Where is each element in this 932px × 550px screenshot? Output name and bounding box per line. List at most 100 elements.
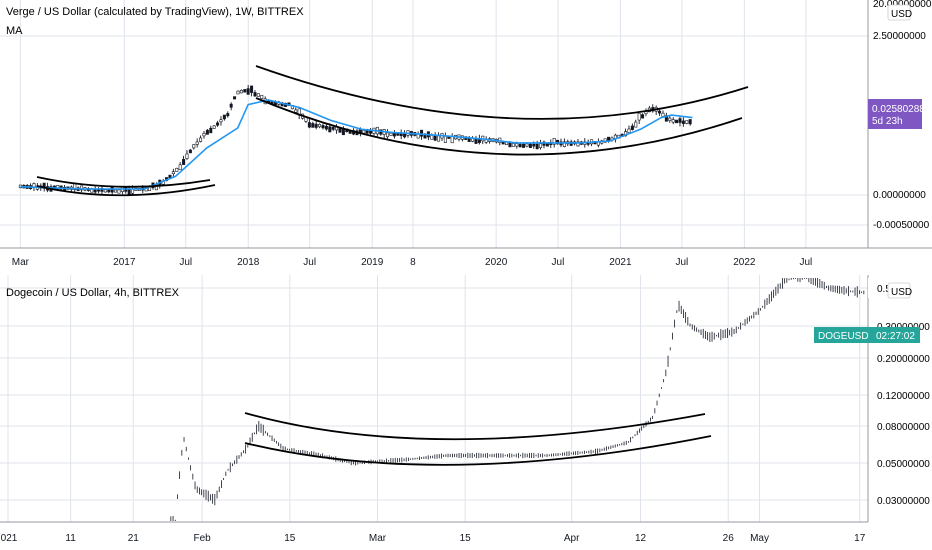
doge-x-tick-label: 15 bbox=[460, 533, 472, 544]
xvg-candle-body bbox=[552, 138, 556, 145]
doge-y-tick-label: 0.05000000 bbox=[877, 459, 930, 470]
xvg-y-tick-label: -0.00050000 bbox=[873, 220, 930, 231]
xvg-candle-body bbox=[508, 142, 512, 148]
xvg-candle-body bbox=[256, 93, 260, 97]
xvg-candle-body bbox=[331, 127, 335, 130]
xvg-candle-body bbox=[685, 120, 689, 124]
xvg-candle-body bbox=[433, 135, 437, 141]
doge-x-tick-label: May bbox=[750, 533, 769, 544]
doge-x-tick-label: Apr bbox=[564, 533, 580, 544]
xvg-x-tick-label: 2017 bbox=[113, 257, 136, 268]
xvg-candle-body bbox=[171, 171, 175, 174]
xvg-candle-body bbox=[576, 141, 580, 147]
xvg-candle-body bbox=[681, 120, 685, 124]
xvg-candle-body bbox=[127, 188, 131, 195]
xvg-candle-body bbox=[117, 189, 121, 194]
doge-currency-tag[interactable] bbox=[887, 282, 911, 299]
xvg-candle-body bbox=[324, 125, 328, 130]
xvg-candle-body bbox=[307, 122, 311, 128]
xvg-y-tick-label: 0.00000000 bbox=[873, 190, 926, 201]
doge-last-price-label bbox=[814, 327, 920, 343]
xvg-last-price: 0.02580288 bbox=[872, 104, 925, 115]
doge-time-axis[interactable]: 021 11 21 Feb 15 Mar 15 Apr 12 26 May 17 bbox=[0, 521, 868, 544]
xvg-candle-body bbox=[338, 128, 342, 133]
xvg-candle-body bbox=[511, 143, 515, 147]
xvg-candle-body bbox=[661, 112, 665, 117]
xvg-candle-body bbox=[634, 121, 638, 128]
xvg-candle-body bbox=[114, 189, 118, 193]
xvg-price-axis[interactable]: 20.00000000 USD 2.50000000 0.00000000 -0… bbox=[867, 0, 932, 248]
xvg-candle-body bbox=[209, 127, 213, 134]
xvg-x-tick-label: 2019 bbox=[361, 257, 384, 268]
xvg-candle-body bbox=[518, 143, 522, 148]
xvg-candle-body bbox=[188, 149, 192, 154]
xvg-candle-body bbox=[294, 109, 298, 113]
xvg-candle-body bbox=[311, 123, 315, 128]
xvg-candle-body bbox=[392, 133, 396, 137]
doge-bar-countdown: 02:27:02 bbox=[876, 331, 915, 342]
doge-y-tick-label: 0.20000000 bbox=[877, 354, 930, 365]
xvg-candle-body bbox=[185, 153, 189, 159]
xvg-candle-body bbox=[556, 139, 560, 145]
doge-channel-upper bbox=[244, 412, 706, 441]
xvg-moving-average-line bbox=[20, 99, 693, 190]
xvg-candles bbox=[18, 84, 692, 196]
doge-y-tick-label: 0.12000000 bbox=[877, 391, 930, 402]
doge-chart-pane[interactable]: Dogecoin / US Dollar, 4h, BITTREX bbox=[0, 275, 868, 522]
xvg-candle-body bbox=[437, 135, 441, 142]
xvg-candle-body bbox=[525, 143, 529, 147]
xvg-candle-body bbox=[637, 113, 641, 121]
xvg-candle-body bbox=[212, 125, 216, 129]
xvg-candle-body bbox=[246, 88, 250, 95]
xvg-chart-pane[interactable]: Verge / US Dollar (calculated by Trading… bbox=[0, 0, 868, 248]
xvg-last-price-label bbox=[868, 99, 922, 129]
xvg-currency-tag[interactable] bbox=[887, 4, 911, 21]
xvg-candle-body bbox=[205, 129, 209, 135]
xvg-channel-upper bbox=[255, 65, 749, 120]
xvg-candle-body bbox=[195, 141, 199, 145]
xvg-candle-body bbox=[430, 135, 434, 140]
xvg-x-tick-label: 2020 bbox=[485, 257, 508, 268]
doge-x-tick-label: 12 bbox=[635, 533, 647, 544]
xvg-candle-body bbox=[542, 141, 546, 146]
xvg-y-tick-label: 2.50000000 bbox=[873, 31, 926, 42]
xvg-candle-body bbox=[229, 103, 233, 108]
xvg-candle-body bbox=[535, 143, 539, 150]
doge-y-tick-label: 0.08000000 bbox=[877, 422, 930, 433]
xvg-candle-body bbox=[532, 143, 536, 147]
doge-x-tick-label: 11 bbox=[65, 533, 76, 544]
doge-y-tick-label: 0.03000000 bbox=[877, 496, 930, 507]
xvg-candle-body bbox=[389, 132, 393, 136]
xvg-candle-body bbox=[253, 92, 257, 97]
xvg-candle-body bbox=[668, 117, 672, 121]
xvg-candle-body bbox=[386, 132, 390, 138]
xvg-candle-body bbox=[522, 143, 526, 148]
doge-x-tick-label: Feb bbox=[194, 533, 212, 544]
xvg-candle-body bbox=[678, 118, 682, 123]
xvg-candle-body bbox=[233, 96, 237, 100]
xvg-currency-tag-label: USD bbox=[891, 9, 912, 20]
xvg-x-tick-label: Jul bbox=[552, 257, 565, 268]
xvg-candle-body bbox=[658, 110, 662, 114]
xvg-candle-body bbox=[314, 123, 318, 128]
xvg-candle-body bbox=[236, 90, 240, 95]
xvg-channel-lower bbox=[255, 97, 743, 156]
xvg-candle-body bbox=[528, 143, 532, 148]
doge-currency-tag-label: USD bbox=[891, 287, 912, 298]
xvg-x-tick-label: Mar bbox=[12, 257, 30, 268]
xvg-candle-body bbox=[627, 128, 631, 133]
xvg-candle-body bbox=[175, 167, 179, 172]
xvg-x-tick-label: Jul bbox=[676, 257, 689, 268]
xvg-time-axis[interactable]: Mar 2017 Jul 2018 Jul 2019 8 2020 Jul 2021 Jul 2022… bbox=[0, 247, 932, 268]
xvg-x-tick-label: 2018 bbox=[237, 257, 260, 268]
xvg-grid bbox=[0, 0, 868, 248]
xvg-candle-body bbox=[239, 89, 243, 94]
doge-grid bbox=[0, 275, 868, 522]
xvg-candle-body bbox=[675, 119, 679, 124]
xvg-candle-body bbox=[182, 159, 186, 165]
xvg-candle-body bbox=[222, 114, 226, 120]
xvg-candle-body bbox=[216, 122, 220, 126]
xvg-channel-lower-2016 bbox=[36, 184, 216, 197]
